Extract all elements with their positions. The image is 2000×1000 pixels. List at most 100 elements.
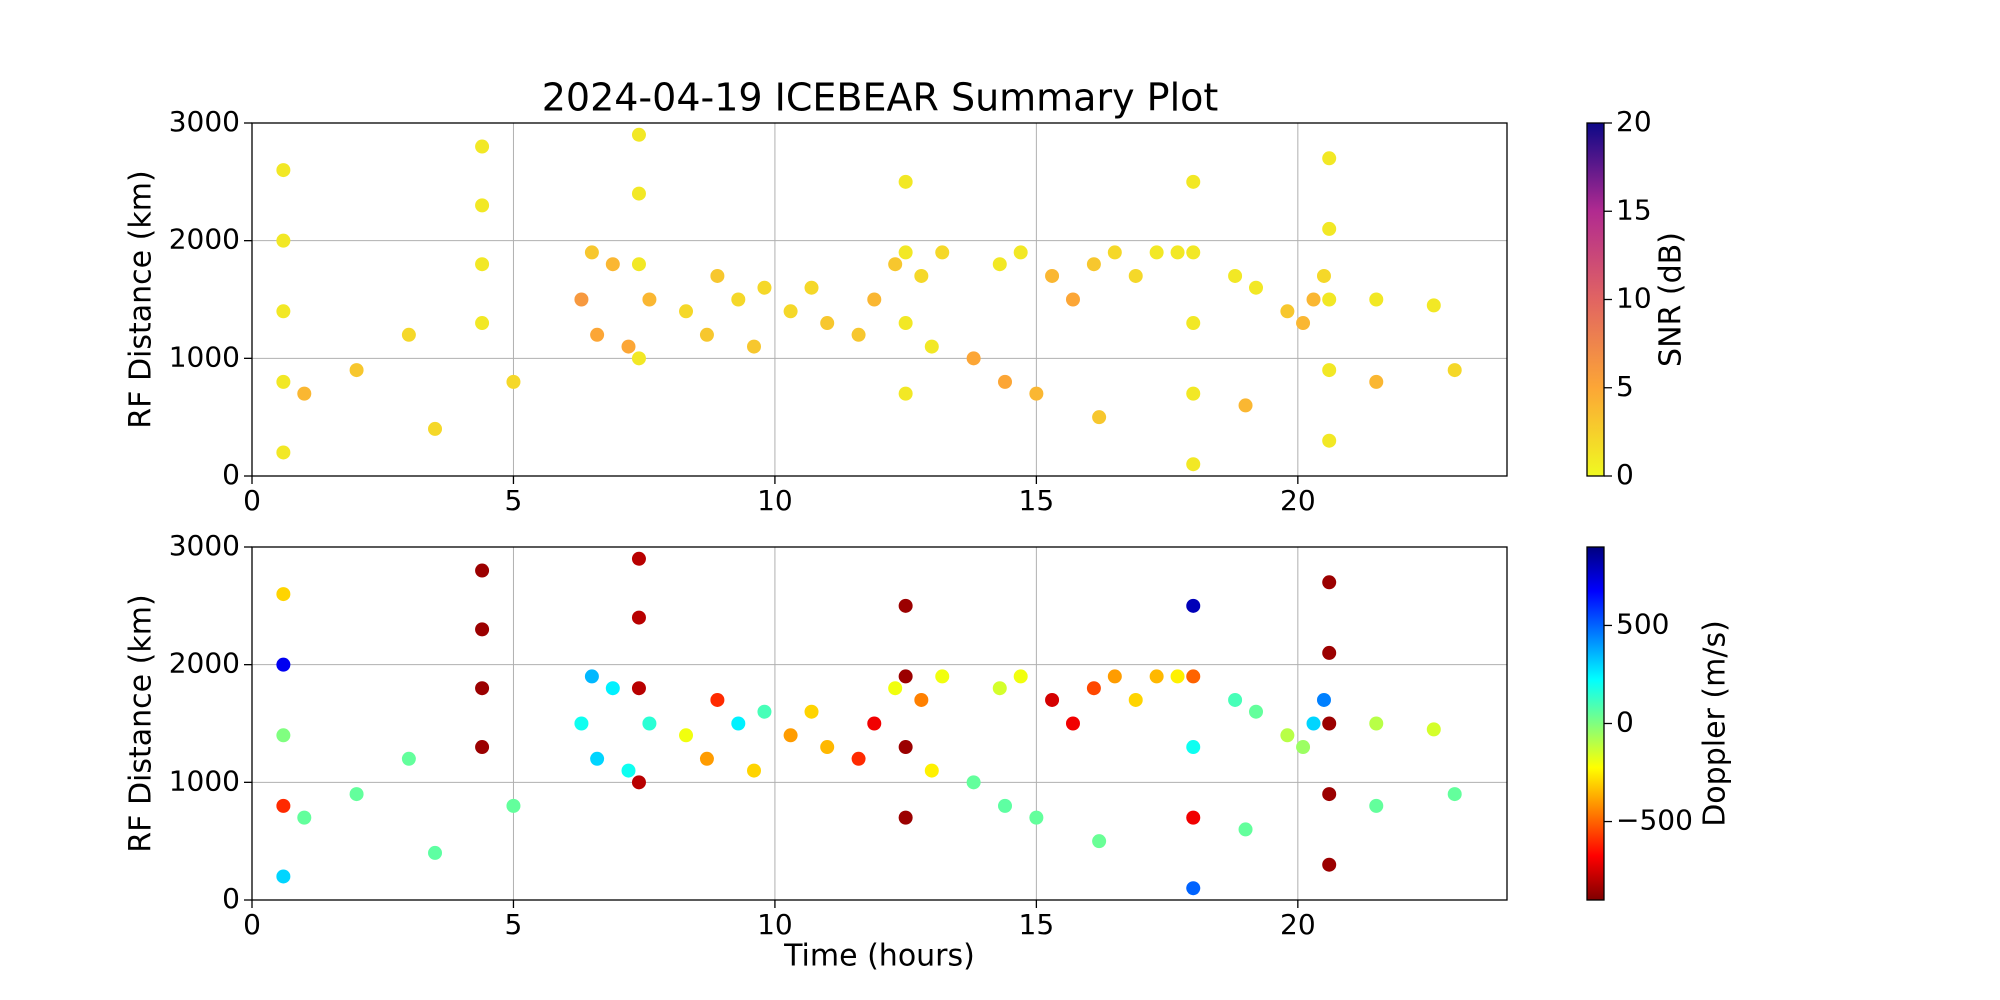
- data-point: [924, 339, 939, 354]
- axes-frame: [251, 122, 1508, 477]
- points: [276, 551, 1462, 896]
- data-point: [998, 374, 1012, 389]
- data-point: [475, 681, 490, 696]
- data-point: [914, 692, 929, 707]
- chart-title: 2024-04-19 ICEBEAR Summary Plot: [542, 76, 1219, 120]
- data-point: [1186, 881, 1201, 896]
- colorbar-label: Doppler (m/s): [1698, 620, 1733, 827]
- data-point: [631, 551, 646, 566]
- data-point: [590, 327, 605, 342]
- data-point: [1086, 681, 1101, 696]
- data-point: [699, 751, 714, 766]
- data-point: [1369, 798, 1384, 813]
- data-point: [1107, 245, 1122, 260]
- data-point: [1238, 822, 1253, 837]
- data-point: [898, 740, 913, 755]
- data-point: [276, 587, 291, 602]
- data-point: [710, 268, 725, 283]
- data-point: [276, 445, 291, 460]
- data-point: [1186, 457, 1201, 472]
- colorbar-tick-label: 20: [1616, 105, 1652, 138]
- data-point: [1092, 410, 1107, 425]
- data-point: [966, 351, 981, 366]
- data-point: [731, 716, 746, 731]
- data-point: [757, 704, 772, 719]
- data-point: [898, 316, 913, 331]
- data-point: [605, 681, 620, 696]
- data-point: [1322, 292, 1337, 307]
- y-axis-label: RF Distance (km): [124, 594, 159, 852]
- data-point: [1170, 669, 1185, 684]
- data-point: [349, 363, 364, 378]
- data-point: [757, 280, 772, 295]
- data-point: [1249, 704, 1263, 719]
- data-point: [1322, 716, 1337, 731]
- data-point: [851, 327, 866, 342]
- data-point: [506, 374, 521, 389]
- data-point: [276, 798, 291, 813]
- data-point: [475, 139, 490, 154]
- data-point: [642, 292, 657, 307]
- data-point: [1316, 692, 1331, 707]
- x-axis-label: Time (hours): [783, 939, 975, 974]
- data-point: [276, 657, 291, 672]
- x-tick-label: 0: [243, 908, 261, 941]
- data-point: [475, 563, 490, 578]
- data-point: [1186, 174, 1201, 189]
- colorbar-tick-label: −500: [1616, 804, 1693, 837]
- data-point: [276, 374, 291, 389]
- data-point: [710, 692, 725, 707]
- data-point: [783, 728, 798, 743]
- data-point: [1186, 598, 1201, 613]
- y-tick-label: 0: [222, 458, 240, 491]
- data-point: [1128, 268, 1143, 283]
- data-point: [1013, 245, 1028, 260]
- data-point: [783, 304, 798, 319]
- colorbar-tick-label: 15: [1616, 193, 1652, 226]
- data-point: [867, 716, 882, 731]
- data-point: [1128, 692, 1143, 707]
- data-point: [1296, 740, 1311, 755]
- data-point: [401, 751, 416, 766]
- data-point: [898, 174, 913, 189]
- data-point: [276, 163, 291, 178]
- data-point: [966, 775, 981, 790]
- data-point: [1322, 221, 1337, 236]
- data-point: [631, 127, 646, 142]
- data-point: [1322, 645, 1337, 660]
- data-point: [998, 798, 1012, 813]
- data-point: [679, 728, 694, 743]
- data-point: [1426, 298, 1441, 313]
- data-point: [1322, 151, 1337, 166]
- data-point: [1447, 363, 1462, 378]
- data-point: [992, 257, 1007, 272]
- axes-frame: [251, 546, 1508, 901]
- data-point: [631, 775, 646, 790]
- data-point: [276, 304, 291, 319]
- data-point: [1186, 810, 1201, 825]
- data-point: [898, 386, 913, 401]
- data-point: [297, 810, 312, 825]
- data-point: [1065, 716, 1080, 731]
- data-point: [631, 681, 646, 696]
- x-tick-label: 0: [243, 484, 261, 517]
- data-point: [699, 327, 714, 342]
- data-point: [1045, 692, 1060, 707]
- data-point: [1107, 669, 1122, 684]
- data-point: [914, 268, 929, 283]
- x-tick-label: 20: [1280, 484, 1316, 517]
- data-point: [1280, 304, 1295, 319]
- data-point: [475, 740, 490, 755]
- data-point: [924, 763, 939, 778]
- data-point: [898, 669, 913, 684]
- data-point: [820, 740, 835, 755]
- y-tick-label: 2000: [169, 223, 240, 256]
- data-point: [584, 669, 599, 684]
- data-point: [621, 339, 636, 354]
- colorbar-label: SNR (dB): [1654, 232, 1689, 367]
- y-tick-label: 1000: [169, 340, 240, 373]
- data-point: [1186, 669, 1201, 684]
- data-point: [1306, 716, 1321, 731]
